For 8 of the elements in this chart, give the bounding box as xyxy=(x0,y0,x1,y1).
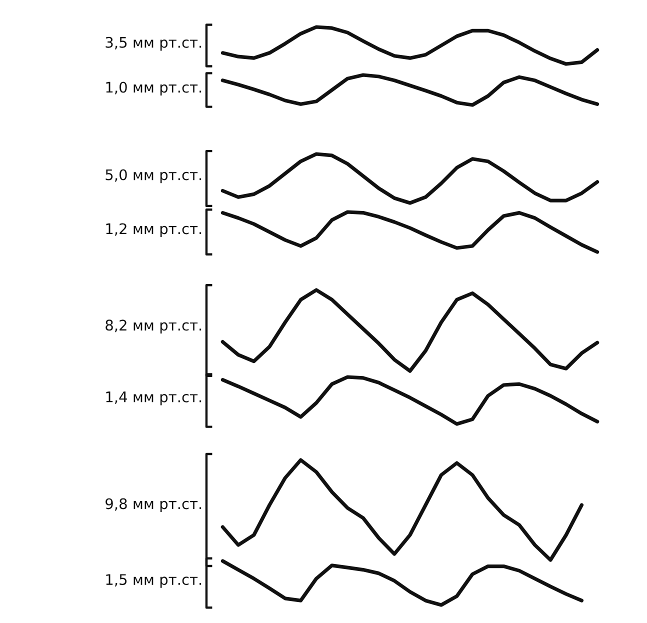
y-axis-title: 1,5 мм рт.ст. xyxy=(106,574,202,588)
y-axis-title: 8,2 мм рт.ст. xyxy=(106,320,202,334)
y-axis-title: 5,0 мм рт.ст. xyxy=(106,169,202,184)
y-axis-title: 9,8 мм рт.ст. xyxy=(106,498,202,512)
y-axis-title: 1,2 мм рт.ст. xyxy=(106,223,202,238)
y-axis-title: 1,0 мм рт.ст. xyxy=(106,82,202,96)
y-axis-title: 1,4 мм рт.ст. xyxy=(106,392,202,406)
y-axis-title: 3,5 мм рт.ст. xyxy=(106,36,202,51)
